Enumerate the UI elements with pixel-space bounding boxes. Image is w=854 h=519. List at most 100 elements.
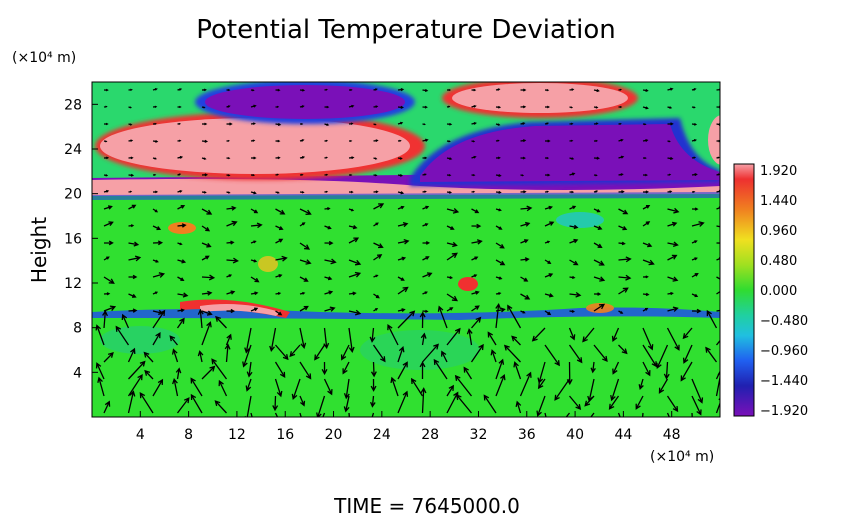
wind-arrow [593, 106, 599, 109]
wind-arrow [201, 88, 207, 92]
wind-arrow [225, 333, 232, 346]
wind-arrow [103, 156, 110, 160]
wind-arrow [691, 207, 699, 211]
wind-arrow [299, 105, 305, 108]
y-tick-label: 24 [64, 142, 82, 158]
wind-arrow [275, 225, 284, 231]
wind-arrow [299, 395, 306, 407]
wind-arrow [446, 293, 459, 302]
wind-arrow [215, 315, 227, 329]
wind-arrow [201, 139, 209, 143]
wind-arrow [422, 190, 427, 193]
wind-arrow [642, 106, 649, 110]
wind-arrow [201, 225, 211, 232]
wind-arrow [274, 378, 283, 398]
wind-arrow [226, 240, 235, 245]
wind-arrow [666, 395, 679, 413]
wind-arrow [495, 303, 502, 329]
wind-arrow [152, 190, 159, 194]
wind-arrow [397, 390, 409, 414]
wind-arrow [275, 191, 280, 194]
wind-arrow [446, 307, 454, 312]
wind-arrow [569, 205, 577, 210]
wind-arrow [565, 412, 571, 417]
wind-arrow [299, 291, 306, 295]
wind-arrow [568, 327, 576, 341]
wind-arrow [618, 344, 628, 355]
wind-arrow [152, 332, 161, 346]
wind-arrow [397, 157, 403, 160]
wind-arrow [569, 224, 579, 230]
wind-arrow [593, 242, 603, 248]
wind-arrow [299, 327, 307, 349]
wind-arrow [520, 257, 530, 262]
wind-arrow [422, 173, 427, 176]
wind-arrow [373, 242, 384, 249]
wind-arrow [397, 191, 405, 195]
wind-arrow [177, 308, 185, 313]
wind-arrow [618, 105, 623, 109]
colorbar [733, 163, 755, 417]
wind-arrow [397, 361, 408, 380]
wind-arrow [593, 292, 602, 296]
wind-arrow [642, 344, 657, 368]
wind-arrow [397, 238, 410, 245]
wind-arrow [369, 327, 376, 343]
wind-arrow [471, 104, 477, 108]
wind-arrow [667, 207, 680, 214]
wind-arrow [446, 105, 451, 108]
wind-arrow [680, 361, 693, 382]
wind-arrow [128, 204, 137, 210]
wind-arrow [152, 240, 164, 246]
wind-arrow [177, 122, 182, 125]
wind-arrow [495, 208, 502, 212]
wind-arrow [716, 173, 720, 176]
wind-arrow [419, 311, 426, 329]
wind-arrow [226, 274, 233, 278]
wind-arrow [226, 191, 231, 194]
wind-arrow [422, 156, 428, 160]
wind-arrow [471, 223, 482, 229]
wind-arrow [373, 274, 379, 278]
wind-arrow [177, 189, 183, 193]
wind-arrow [128, 241, 140, 247]
wind-arrow [471, 140, 476, 143]
wind-arrow [495, 373, 506, 397]
wind-arrow [716, 288, 720, 295]
wind-arrow [667, 106, 673, 109]
wind-arrow [152, 225, 162, 231]
wind-arrow [715, 371, 720, 397]
colorbar-tick-label: −0.960 [760, 344, 808, 359]
wind-arrow [537, 361, 546, 384]
wind-arrow [642, 173, 648, 177]
y-tick-label: 12 [64, 276, 82, 292]
wind-arrow [520, 293, 531, 300]
wind-arrow [324, 190, 329, 193]
wind-arrow [370, 361, 377, 378]
wind-arrow [471, 305, 480, 312]
wind-arrow [618, 122, 622, 125]
wind-arrow [569, 157, 575, 160]
wind-arrow [190, 393, 203, 414]
wind-arrow [638, 378, 644, 391]
wind-arrow [397, 205, 405, 210]
wind-arrow [642, 292, 650, 297]
wind-arrow [201, 310, 213, 316]
wind-arrow [103, 122, 109, 126]
wind-arrow [691, 221, 705, 227]
wind-arrow [250, 122, 256, 126]
wind-arrow [348, 104, 355, 108]
wind-arrow [446, 208, 460, 214]
wind-arrow [593, 225, 603, 230]
wind-arrow [446, 88, 452, 92]
wind-arrow [299, 276, 309, 282]
wind-arrow [152, 309, 166, 329]
wind-arrow [716, 225, 720, 228]
wind-arrow [299, 412, 302, 417]
wind-arrow [397, 139, 402, 142]
wind-arrow [422, 123, 426, 126]
wind-arrow [513, 361, 522, 380]
wind-arrow [152, 122, 157, 126]
wind-arrow [471, 239, 483, 245]
